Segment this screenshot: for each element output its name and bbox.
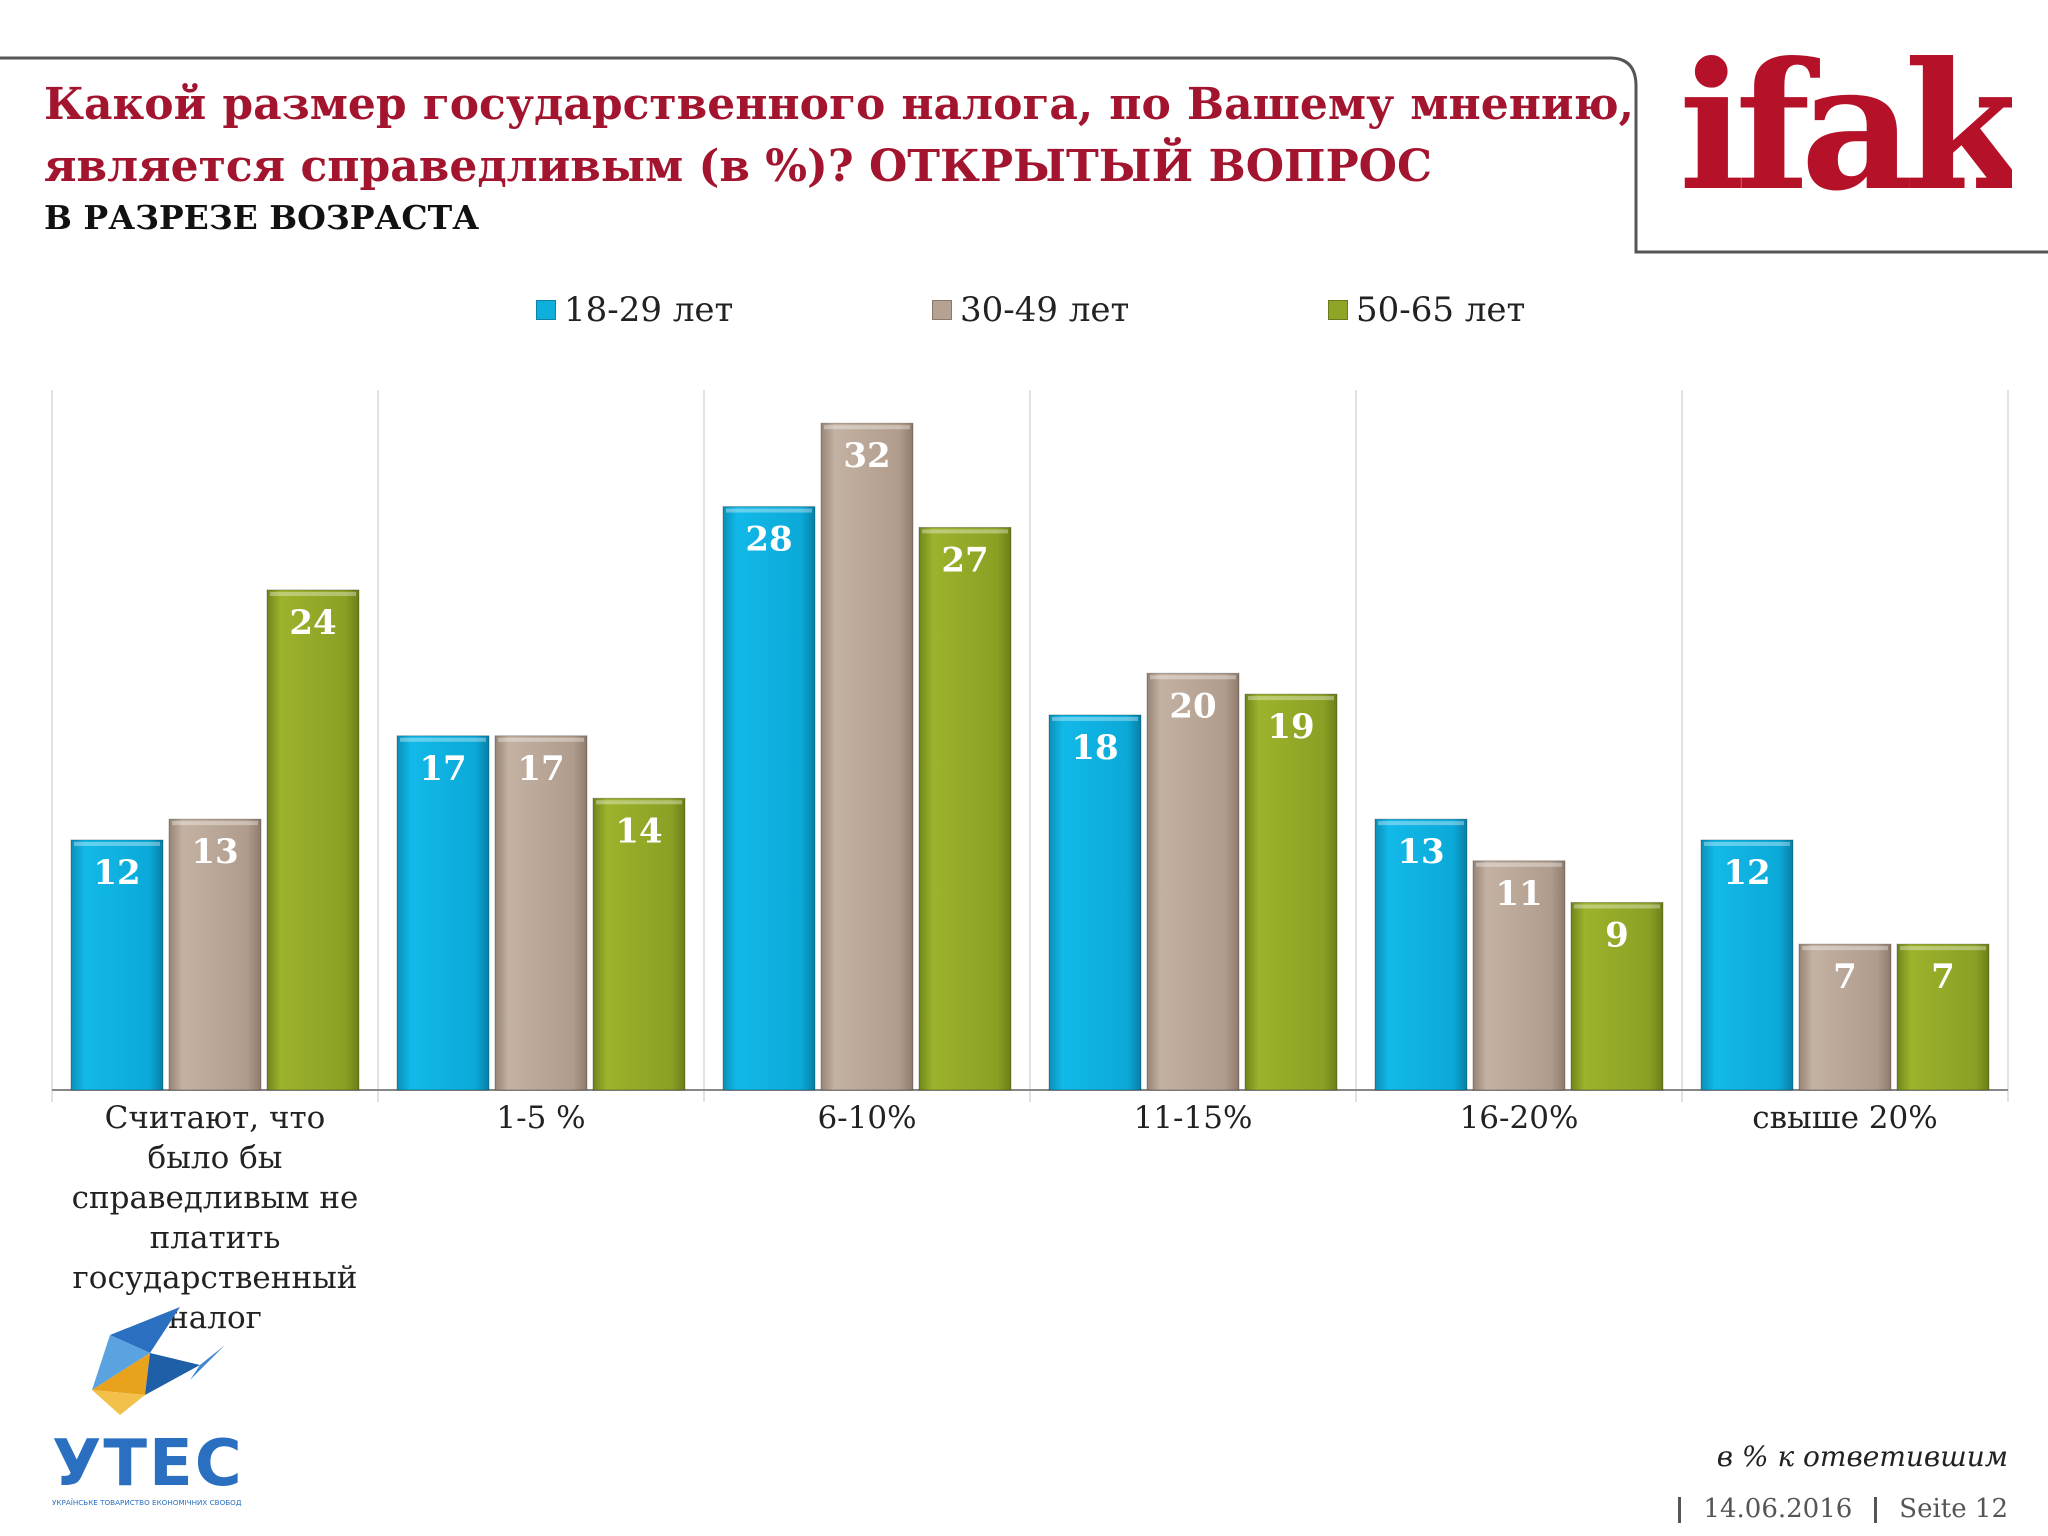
bar-1-1 (494, 735, 588, 1091)
category-label: 16-20% (1459, 1100, 1579, 1136)
legend-label: 30-49 лет (960, 290, 1130, 330)
bar-highlight (596, 800, 682, 805)
bar-4-0 (1374, 818, 1468, 1091)
data-label: 12 (93, 853, 140, 893)
bar-highlight (400, 737, 486, 742)
bar-2-0 (722, 506, 816, 1091)
legend-swatch-cyan (536, 300, 556, 320)
footer-bar: 14.06.2016 Seite 12 (1656, 1494, 2008, 1524)
bar-highlight (922, 529, 1008, 534)
footnote: в % к ответившим (1716, 1440, 2008, 1473)
data-label: 24 (289, 603, 336, 643)
bar-chart: 12 17 28 18 13 12 13 17 32 20 11 7 24 14 27 19 9 7 (51, 390, 2009, 1102)
legend-item-50-65: 50-65 лет (1328, 290, 1525, 330)
bar-0-0 (70, 839, 164, 1091)
bar-highlight (1150, 675, 1236, 680)
bar-highlight (1802, 946, 1888, 951)
data-label: 12 (1723, 853, 1770, 893)
bar-2-2 (918, 526, 1012, 1091)
category-label: 1-5 % (496, 1100, 586, 1136)
footer-page: Seite 12 (1899, 1494, 2008, 1524)
bar-highlight (1378, 821, 1464, 826)
data-label: 9 (1605, 915, 1629, 955)
data-label: 14 (615, 811, 662, 851)
bar-highlight (1900, 946, 1986, 951)
category-label: 11-15% (1133, 1100, 1253, 1136)
bar-highlight (1052, 716, 1138, 721)
utes-logo: УТЕС УКРАЇНСЬКЕ ТОВАРИСТВО ЕКОНОМІЧНИХ С… (52, 1307, 244, 1507)
bird-icon (92, 1307, 225, 1415)
data-label: 32 (843, 436, 890, 476)
header-frame-line (0, 56, 2048, 254)
legend-swatch-taupe (932, 300, 952, 320)
data-label: 13 (1397, 832, 1444, 872)
data-label: 7 (1833, 957, 1857, 997)
chart-legend: 18-29 лет 30-49 лет 50-65 лет (0, 290, 2048, 340)
ifak-logo-text: ifak (1682, 48, 2012, 218)
data-label: 7 (1931, 957, 1955, 997)
utes-logo-text: УТЕС (52, 1427, 244, 1501)
category-label: 6-10% (817, 1100, 917, 1136)
bar-highlight (726, 508, 812, 513)
data-label: 20 (1169, 686, 1216, 726)
bar-highlight (270, 591, 356, 596)
category-dividers (51, 390, 2009, 1102)
utes-logo-subtext: УКРАЇНСЬКЕ ТОВАРИСТВО ЕКОНОМІЧНИХ СВОБОД (52, 1498, 242, 1507)
category-label: свыше 20% (1752, 1100, 1938, 1136)
legend-label: 50-65 лет (1356, 290, 1526, 330)
data-labels: 12 17 28 18 13 12 13 17 32 20 11 7 24 14 27 19 9 7 (93, 436, 1955, 997)
bar-3-0 (1048, 714, 1142, 1091)
data-label: 17 (517, 749, 564, 789)
bar-5-0 (1700, 839, 1794, 1091)
data-label: 18 (1071, 728, 1118, 768)
bar-0-2 (266, 589, 360, 1091)
legend-item-18-29: 18-29 лет (536, 290, 733, 330)
footer-separator (1874, 1497, 1878, 1523)
data-label: 19 (1267, 707, 1314, 747)
bar-highlight (1248, 696, 1334, 701)
footer-separator (1678, 1497, 1682, 1523)
bar-highlight (172, 821, 258, 826)
bar-highlight (1704, 841, 1790, 846)
bar-4-2 (1570, 901, 1664, 1091)
bar-3-2 (1244, 693, 1338, 1091)
footer-date: 14.06.2016 (1703, 1494, 1853, 1524)
page-subtitle: В РАЗРЕЗЕ ВОЗРАСТА (44, 198, 480, 237)
bar-5-1 (1798, 943, 1892, 1091)
bar-1-0 (396, 735, 490, 1091)
category-label: Считают, что было бы справедливым не пла… (71, 1100, 359, 1336)
bar-3-1 (1146, 672, 1240, 1091)
legend-item-30-49: 30-49 лет (932, 290, 1129, 330)
page-title: Какой размер государственного налога, по… (44, 79, 1634, 192)
bar-0-1 (168, 818, 262, 1091)
bars (70, 422, 1990, 1091)
data-label: 11 (1495, 874, 1542, 914)
legend-swatch-green (1328, 300, 1348, 320)
data-label: 27 (941, 540, 988, 580)
bar-5-2 (1896, 943, 1990, 1091)
bar-highlight (498, 737, 584, 742)
ifak-logo: ifak (1682, 48, 2012, 218)
bar-highlight (1476, 862, 1562, 867)
data-label: 13 (191, 832, 238, 872)
bar-4-1 (1472, 860, 1566, 1091)
bar-2-1 (820, 422, 914, 1091)
data-label: 28 (745, 520, 792, 560)
bar-highlight (74, 841, 160, 846)
bar-highlight (1574, 904, 1660, 909)
bar-1-2 (592, 797, 686, 1091)
legend-label: 18-29 лет (564, 290, 734, 330)
bar-highlight (824, 425, 910, 430)
data-label: 17 (419, 749, 466, 789)
